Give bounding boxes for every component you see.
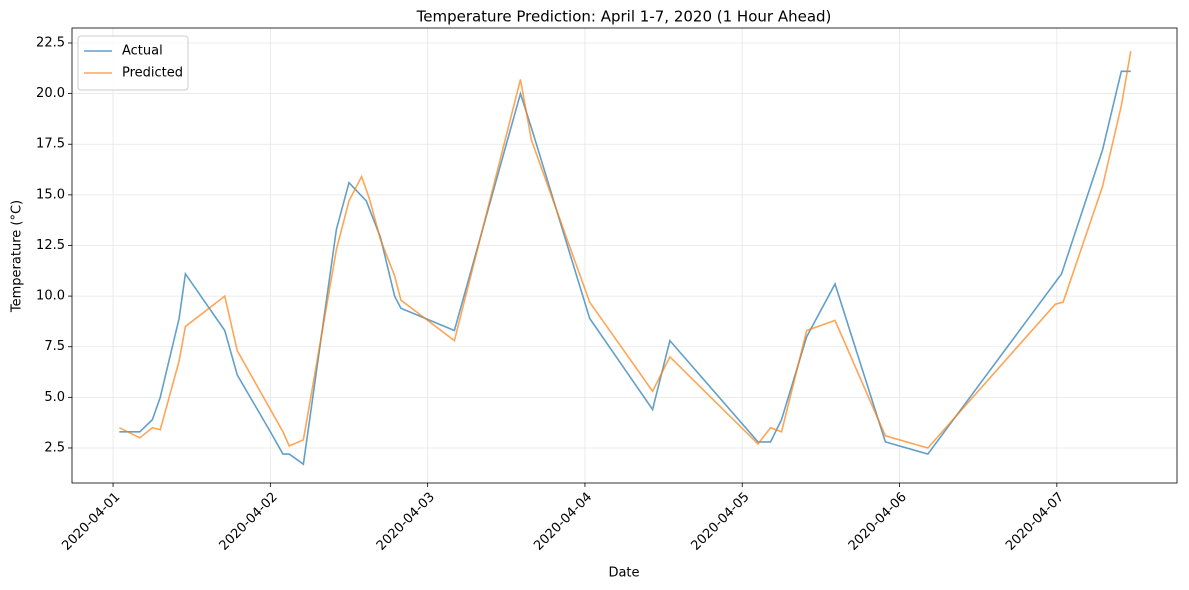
legend-label: Actual: [122, 44, 163, 59]
y-tick-label: 5.0: [44, 390, 65, 405]
y-tick-label: 17.5: [36, 137, 65, 152]
legend: Actual Predicted: [77, 35, 189, 91]
y-tick-label: 22.5: [36, 35, 65, 50]
chart-title: Temperature Prediction: April 1-7, 2020 …: [416, 8, 832, 26]
plot-frame: [71, 27, 1178, 484]
x-tick-label: 2020-04-04: [531, 490, 595, 554]
y-tick-label: 12.5: [36, 238, 65, 253]
y-tick-label: 20.0: [36, 86, 65, 101]
x-tick-label: 2020-04-02: [217, 490, 281, 554]
y-tick-label: 15.0: [36, 187, 65, 202]
series-line: [119, 70, 1131, 466]
y-axis-label: Temperature (°C): [10, 200, 25, 313]
x-tick-label: 2020-04-01: [59, 490, 123, 554]
series-line: [118, 50, 1132, 449]
legend-label: Predicted: [122, 66, 183, 81]
y-tick-label: 2.5: [44, 440, 65, 455]
y-tick-label: 7.5: [44, 339, 65, 354]
legend-box: [77, 35, 189, 91]
x-tick-label: 2020-04-05: [689, 490, 753, 554]
x-axis-label: Date: [608, 566, 639, 581]
x-tick-label: 2020-04-07: [1003, 490, 1067, 554]
x-tick-label: 2020-04-06: [846, 490, 910, 554]
y-tick-label: 10.0: [36, 289, 65, 304]
x-tick-label: 2020-04-03: [374, 490, 438, 554]
